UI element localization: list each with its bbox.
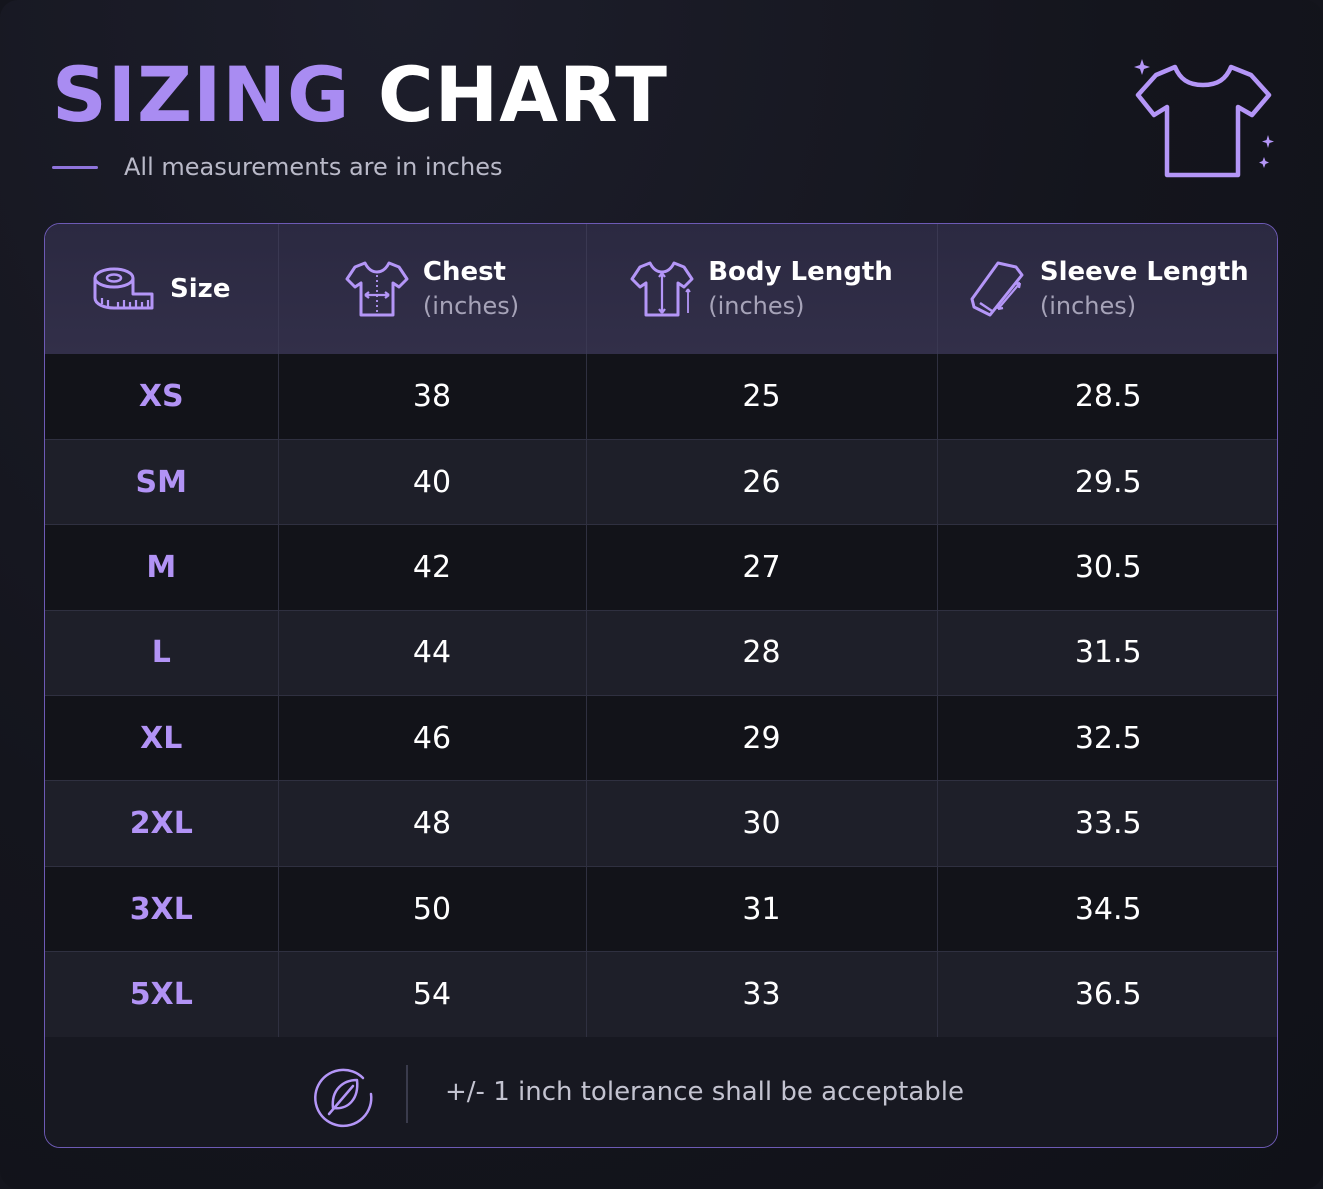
table-row: 2XL 48 30 33.5	[45, 780, 1277, 867]
sleeve-length-cell: 30.5	[937, 524, 1277, 611]
sleeve-length-cell: 33.5	[937, 780, 1277, 867]
body-length-cell: 27	[586, 524, 938, 611]
size-cell: SM	[45, 439, 279, 526]
body-length-cell: 30	[586, 780, 938, 867]
body-length-cell: 29	[586, 695, 938, 782]
size-cell: 5XL	[45, 951, 279, 1038]
chest-cell: 48	[278, 780, 587, 867]
chest-cell: 46	[278, 695, 587, 782]
table-header-row: Size Chest	[45, 224, 1277, 354]
sizing-table-card: Size Chest	[44, 223, 1278, 1148]
table-row: L 44 28 31.5	[45, 610, 1277, 697]
column-header-body-length: Body Length (inches)	[586, 224, 938, 354]
size-cell: 3XL	[45, 866, 279, 953]
body-length-cell: 33	[586, 951, 938, 1038]
body-length-cell: 31	[586, 866, 938, 953]
chest-cell: 38	[278, 354, 587, 440]
size-cell: M	[45, 524, 279, 611]
title-part-sizing: SIZING	[52, 50, 351, 139]
size-cell: XS	[45, 354, 279, 440]
size-cell: L	[45, 610, 279, 697]
sleeve-measure-icon	[970, 261, 1024, 317]
table-row: SM 40 26 29.5	[45, 439, 1277, 526]
sleeve-length-cell: 34.5	[937, 866, 1277, 953]
sleeve-length-cell: 32.5	[937, 695, 1277, 782]
column-label-size: Size	[170, 274, 231, 304]
title-part-chart: CHART	[377, 50, 669, 139]
body-length-cell: 26	[586, 439, 938, 526]
body-length-cell: 28	[586, 610, 938, 697]
shirt-length-measure-icon	[630, 261, 694, 317]
chest-cell: 40	[278, 439, 587, 526]
chest-cell: 54	[278, 951, 587, 1038]
column-unit-sleeve-length: (inches)	[1039, 292, 1137, 320]
page-title: SIZING CHART	[52, 50, 668, 140]
column-header-sleeve-length: Sleeve Length (inches)	[937, 224, 1277, 354]
tolerance-note: +/- 1 inch tolerance shall be acceptable	[445, 1077, 965, 1107]
sleeve-length-cell: 29.5	[937, 439, 1277, 526]
t-shirt-sparkle-icon	[1134, 59, 1274, 178]
column-header-chest: Chest (inches)	[278, 224, 587, 354]
measuring-tape-icon	[93, 267, 154, 310]
body-length-cell: 25	[586, 354, 938, 440]
leaf-icon	[314, 1068, 373, 1128]
size-cell: 2XL	[45, 780, 279, 867]
table-row: XL 46 29 32.5	[45, 695, 1277, 782]
shirt-chest-measure-icon	[345, 261, 409, 317]
footer-divider	[406, 1065, 408, 1123]
page-subtitle: All measurements are in inches	[124, 153, 503, 181]
table-row: 3XL 50 31 34.5	[45, 866, 1277, 953]
table-row: M 42 27 30.5	[45, 524, 1277, 611]
column-label-sleeve-length: Sleeve Length	[1039, 257, 1249, 287]
table-row: 5XL 54 33 36.5	[45, 951, 1277, 1038]
column-header-size: Size	[45, 224, 279, 354]
size-cell: XL	[45, 695, 279, 782]
chest-cell: 44	[278, 610, 587, 697]
column-unit-body-length: (inches)	[708, 292, 805, 320]
sleeve-length-cell: 31.5	[937, 610, 1277, 697]
subtitle-row: All measurements are in inches	[52, 150, 502, 184]
chest-cell: 42	[278, 524, 587, 611]
column-label-chest: Chest	[422, 257, 506, 287]
sleeve-length-cell: 28.5	[937, 354, 1277, 440]
column-unit-chest: (inches)	[422, 292, 520, 320]
sleeve-length-cell: 36.5	[937, 951, 1277, 1038]
subtitle-dash	[52, 165, 98, 169]
chest-cell: 50	[278, 866, 587, 953]
column-label-body-length: Body Length	[708, 257, 893, 287]
sizing-table: Size Chest	[45, 224, 1277, 1038]
table-row: XS 38 25 28.5	[45, 354, 1277, 440]
table-footer: +/- 1 inch tolerance shall be acceptable	[45, 1037, 1277, 1147]
